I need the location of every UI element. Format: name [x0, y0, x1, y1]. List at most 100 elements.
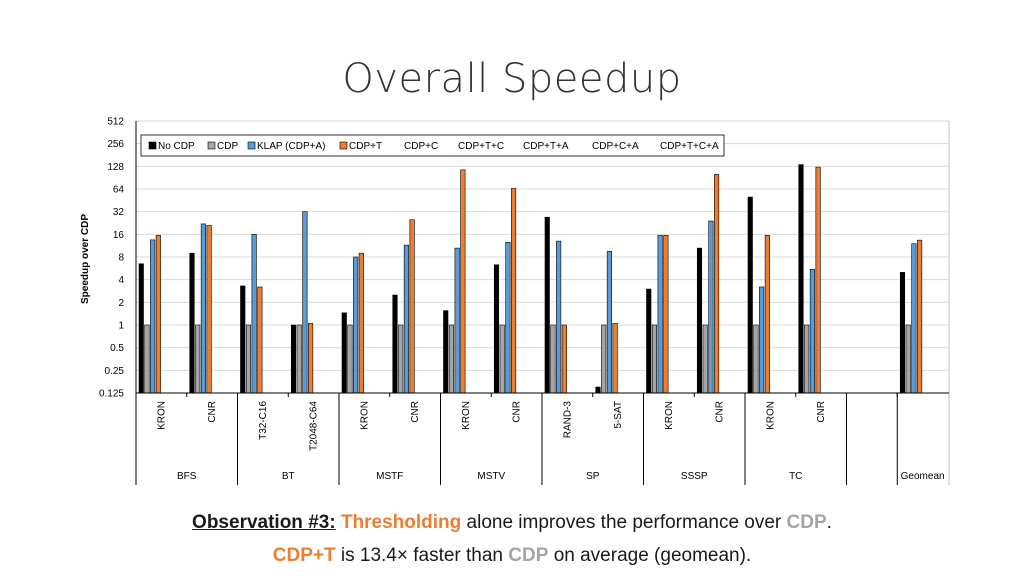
legend-label-cdp-t-c: CDP+T+C	[458, 141, 504, 152]
y-tick-label: 0.5	[110, 343, 124, 354]
slide-title: Overall Speedup	[342, 56, 682, 102]
bar-klap-cdp-a-cnr	[809, 268, 815, 394]
bar-cdp-t-cnr	[409, 219, 415, 394]
x-category-label: 5-SAT	[613, 401, 624, 429]
bar-klap-cdp-a-kron	[454, 247, 460, 394]
legend: No CDP CDP KLAP (CDP+A) CDP+T CDP+C CDP+T+C CD…	[140, 134, 725, 157]
legend-label-no-cdp: No CDP	[158, 141, 195, 152]
bar-klap-cdp-a-t2048-c64	[302, 211, 308, 394]
x-group-label: MSTF	[376, 471, 403, 482]
bar-klap-cdp-a-kron	[657, 235, 663, 394]
legend-swatch-klap-cdp-a	[247, 141, 256, 150]
bar-no-cdp-rand-3	[544, 216, 550, 394]
bar-cdp-t-kron	[155, 235, 161, 394]
speedup-bar-chart: 512 256 128 64 32 16 8 4 2 1 0.5 0.25 0.125 KRON CNR T…	[80, 117, 950, 485]
x-group-label: BT	[282, 471, 295, 482]
summary-text: is 13.4× faster than	[335, 545, 509, 566]
cdp-highlight: CDP	[786, 512, 827, 533]
y-tick-label: 2	[118, 298, 124, 309]
bar-cdp-t2048-c64	[296, 324, 302, 394]
bar-klap-cdp-a-rand-3	[556, 240, 562, 394]
bar-cdp-t-geomean	[917, 239, 923, 394]
bar-cdp-cnr	[702, 324, 708, 394]
bar-cdp-cnr	[195, 324, 201, 394]
x-category-label: RAND-3	[562, 401, 573, 439]
x-group-label-geomean: Geomean	[901, 471, 945, 482]
bar-no-cdp-t32-c16	[240, 285, 246, 394]
bar-cdp-cnr	[499, 324, 505, 394]
bar-klap-cdp-a-cnr	[505, 242, 511, 394]
bar-klap-cdp-a-kron	[353, 256, 359, 394]
legend-label-klap-cdp-a: KLAP (CDP+A)	[257, 141, 325, 152]
thresholding-highlight: Thresholding	[340, 512, 462, 533]
legend-box	[140, 134, 725, 157]
bar-klap-cdp-a-cnr	[200, 223, 206, 394]
legend-label-cdp-t-c-a: CDP+T+C+A	[660, 141, 719, 152]
x-group-label: TC	[789, 471, 802, 482]
bar-cdp-t-cnr	[206, 225, 212, 394]
bar-no-cdp-5-sat	[595, 386, 601, 394]
x-category-label: T32-C16	[258, 401, 269, 440]
y-tick-label: 4	[118, 275, 124, 286]
bar-no-cdp-kron	[138, 263, 144, 394]
bar-cdp-kron	[347, 324, 353, 394]
bar-no-cdp-kron	[646, 288, 652, 394]
x-category-labels: KRON CNR T32-C16 T2048-C64 KRON CNR KRON CNR RAN…	[156, 401, 827, 451]
y-tick-label: 1	[118, 321, 124, 332]
legend-swatch-no-cdp	[148, 141, 157, 150]
x-category-label: KRON	[359, 401, 370, 430]
x-group-label: BFS	[177, 471, 197, 482]
y-tick-label: 0.125	[99, 389, 124, 400]
y-tick-label: 512	[107, 117, 124, 128]
axes	[135, 121, 950, 485]
cdp-highlight-2: CDP	[508, 545, 549, 566]
bar-cdp-t-5-sat	[612, 323, 618, 394]
cdpt-highlight: CDP+T	[272, 545, 336, 566]
y-tick-labels: 512 256 128 64 32 16 8 4 2 1 0.5 0.25 0.125	[99, 117, 124, 400]
y-tick-label: 16	[113, 230, 125, 241]
bar-cdp-t-kron	[663, 235, 669, 394]
legend-label-cdp-c: CDP+C	[404, 141, 438, 152]
bar-klap-cdp-a-t32-c16	[251, 234, 257, 394]
bar-cdp-cnr	[398, 324, 404, 394]
y-tick-label: 256	[107, 139, 124, 150]
y-axis-label: Speedup over CDP	[80, 214, 91, 304]
bar-cdp-t32-c16	[245, 324, 251, 394]
bar-no-cdp-cnr	[493, 264, 500, 394]
bar-cdp-t-kron	[358, 252, 364, 394]
observation-label: Observation #3:	[192, 512, 336, 533]
y-tick-label: 64	[113, 185, 125, 196]
bar-klap-cdp-a-cnr	[403, 244, 409, 394]
y-tick-label: 0.25	[105, 366, 125, 377]
bar-no-cdp-kron	[443, 310, 449, 394]
x-category-label: KRON	[664, 401, 675, 430]
x-category-label: KRON	[461, 401, 472, 430]
bar-klap-cdp-a-cnr	[708, 220, 714, 394]
x-category-label: CNR	[816, 401, 827, 423]
y-tick-label: 128	[107, 162, 124, 173]
legend-swatch-cdp-t	[339, 141, 348, 150]
y-tick-label: 8	[118, 253, 124, 264]
bar-cdp-t-cnr	[815, 166, 821, 394]
bar-no-cdp-t2048-c64	[290, 324, 297, 394]
x-category-label: CNR	[410, 401, 421, 423]
legend-swatch-cdp	[207, 141, 216, 150]
bar-no-cdp-kron	[747, 196, 753, 394]
bar-cdp-t-kron	[764, 235, 770, 394]
bar-no-cdp-cnr	[189, 252, 195, 394]
x-group-label: SSSP	[681, 471, 708, 482]
bar-cdp-t-cnr	[714, 174, 720, 394]
bar-klap-cdp-a-5-sat	[606, 251, 612, 394]
bar-no-cdp-cnr	[798, 164, 804, 394]
bar-cdp-kron	[144, 324, 150, 394]
x-category-label: CNR	[715, 401, 726, 423]
bar-cdp-t-t2048-c64	[308, 323, 314, 394]
x-group-labels: BFS BT MSTF MSTV SP SSSP TC Geomean	[177, 471, 945, 482]
legend-label-cdp-t: CDP+T	[349, 141, 382, 152]
bar-cdp-geomean	[905, 324, 911, 394]
bar-cdp-t-rand-3	[561, 324, 567, 394]
bar-cdp-t-kron	[460, 169, 466, 394]
bar-cdp-kron	[651, 324, 658, 394]
bar-no-cdp-cnr	[392, 294, 398, 394]
bar-cdp-kron	[753, 324, 759, 394]
